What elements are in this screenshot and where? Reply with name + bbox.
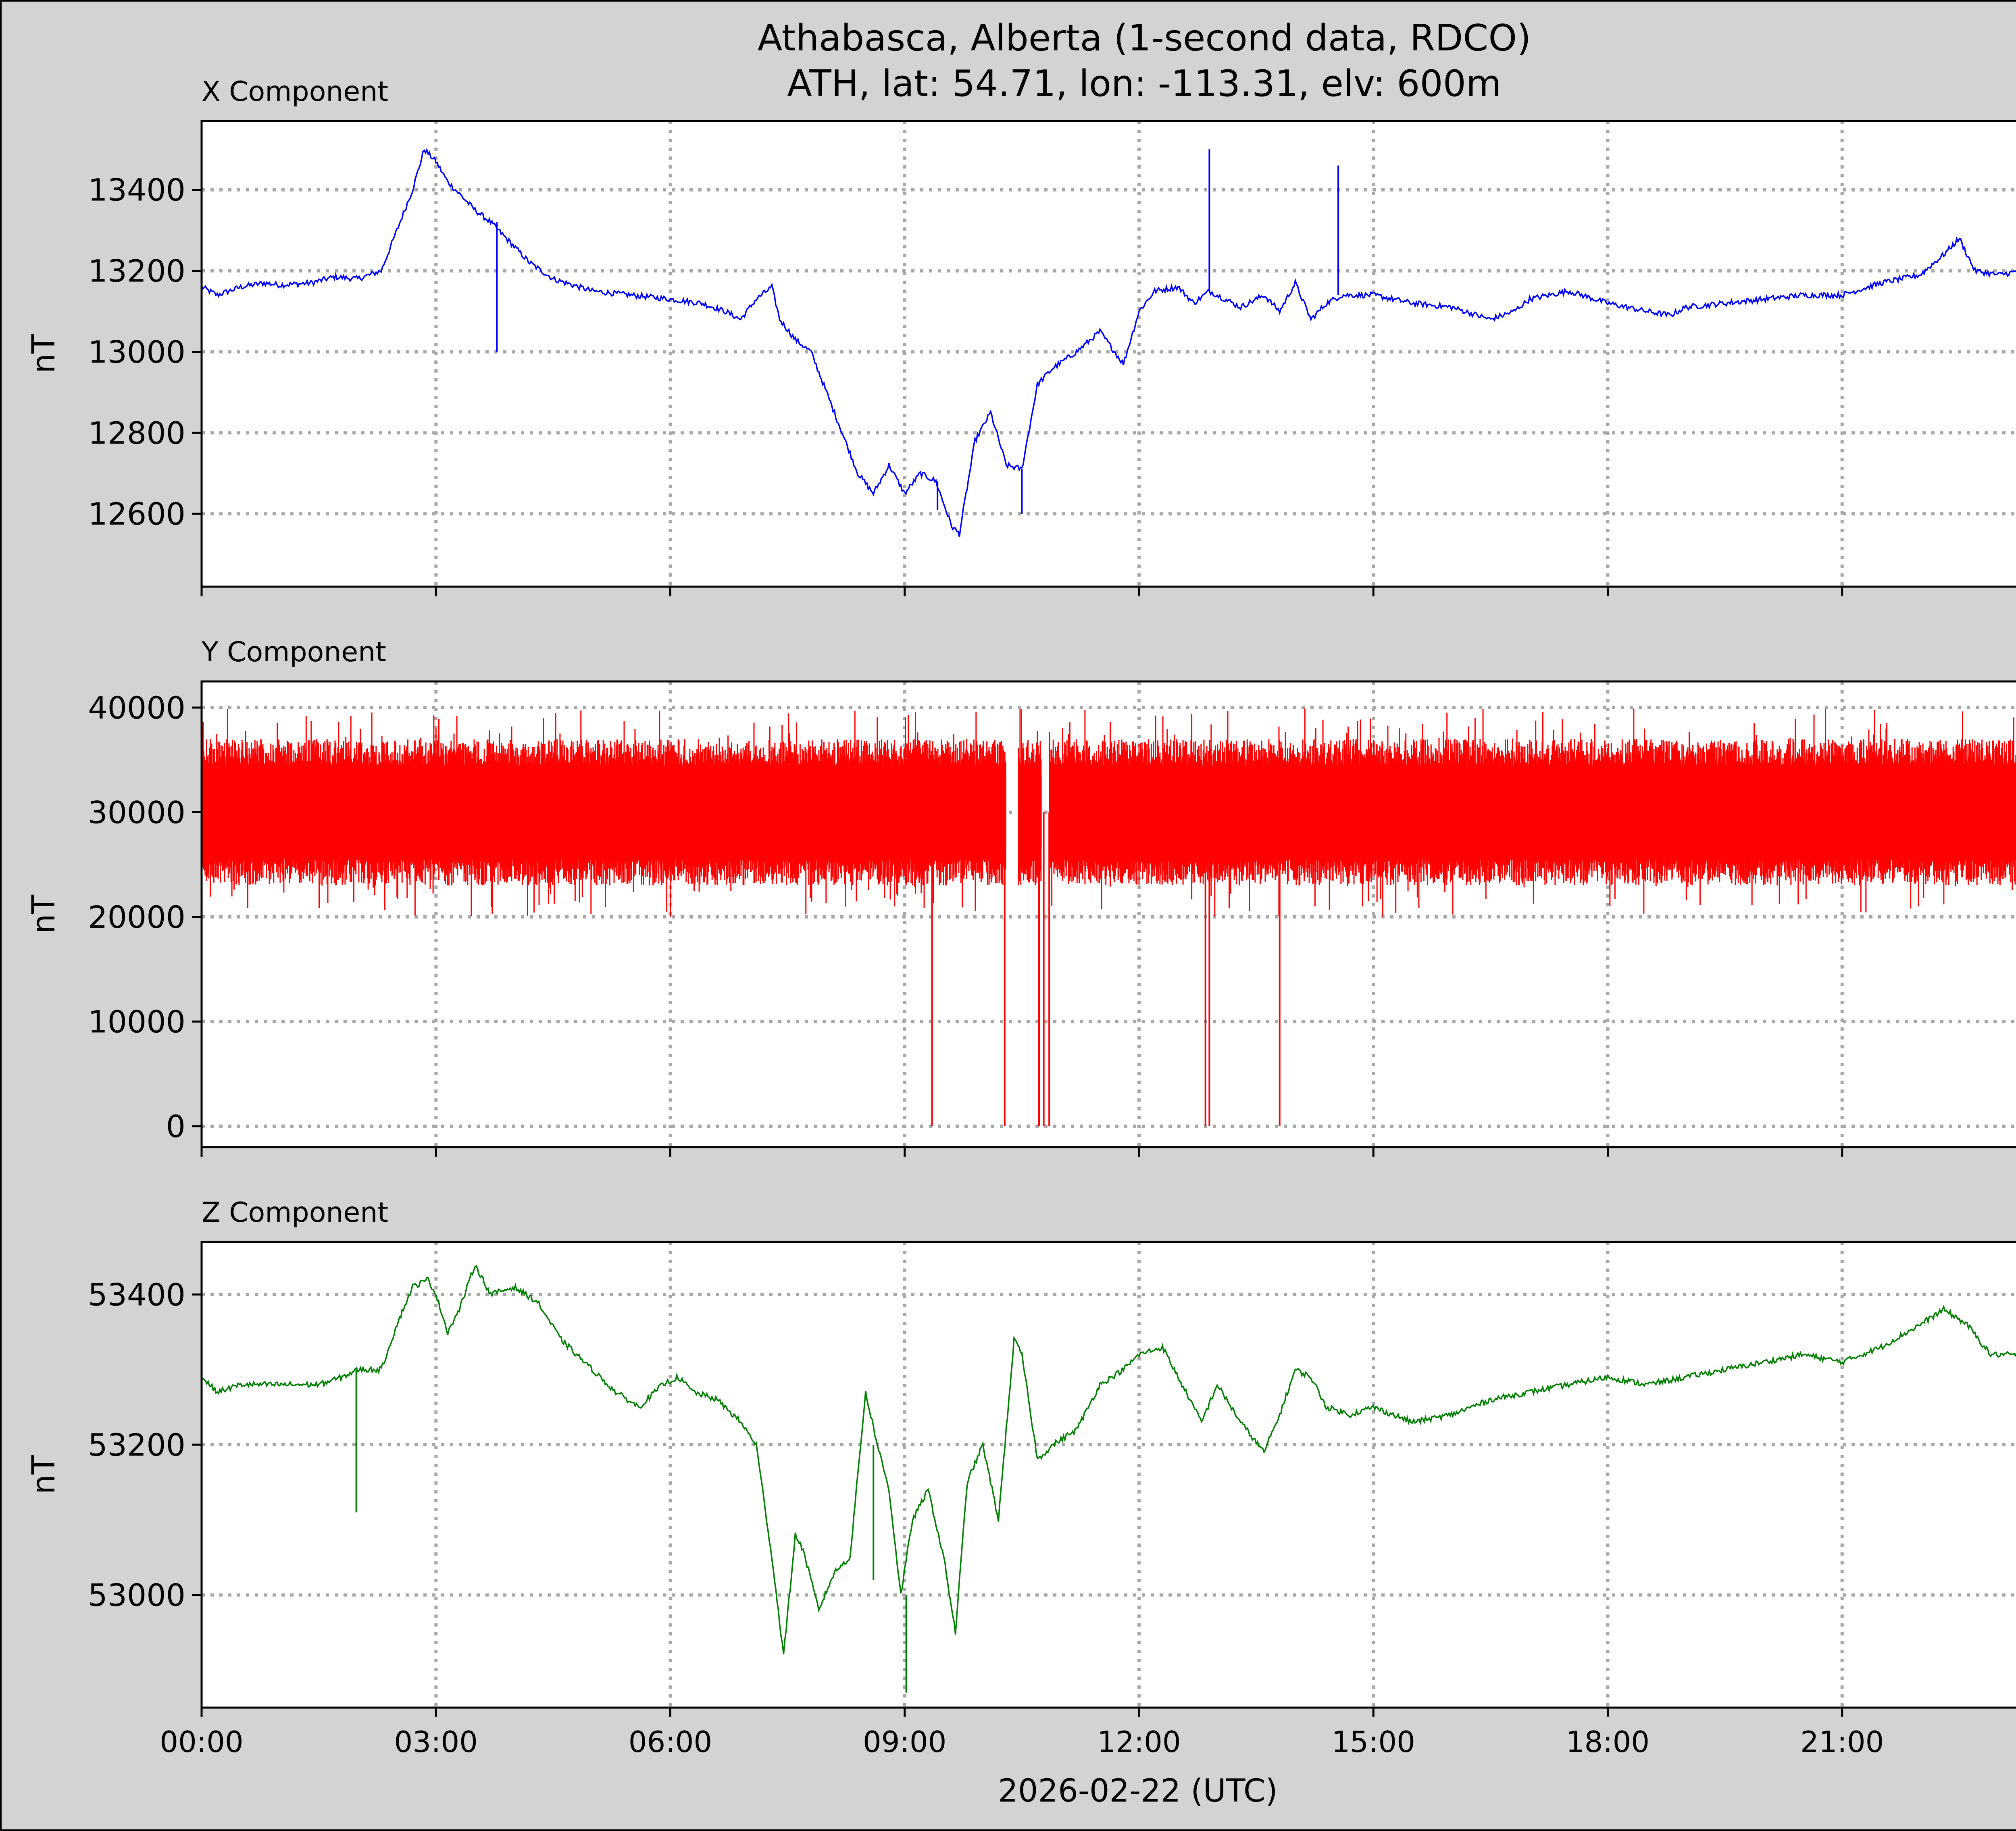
data-band-core xyxy=(202,775,1006,849)
panel-title: Z Component xyxy=(202,1197,388,1229)
data-band-core xyxy=(1050,775,2016,849)
plot-frame xyxy=(200,120,2016,588)
x-tick-label: 15:00 xyxy=(1332,1725,1416,1759)
y-axis-label: nT xyxy=(26,895,62,934)
y-tick-label: 30000 xyxy=(88,794,185,830)
panel-title: Y Component xyxy=(201,636,386,668)
y-tick-label: 20000 xyxy=(88,899,185,935)
chart-panel-1: 12600 12800 13000 13200 13400 X Component nT xyxy=(26,76,2016,596)
series-trace xyxy=(201,1265,2016,1693)
y-tick-label: 53200 xyxy=(88,1427,185,1463)
chart-panel-3: 53000 53200 53400 Z Component nT 00:00 03:00 06… xyxy=(26,1197,2016,1759)
x-axis-label: 2026-02-22 (UTC) xyxy=(998,1773,1278,1809)
plot-area xyxy=(202,121,2016,587)
y-tick-label: 12600 xyxy=(88,496,185,532)
data-line xyxy=(201,1265,2016,1654)
series-trace xyxy=(201,148,2016,537)
x-tick-label: 09:00 xyxy=(863,1725,947,1759)
x-tick-label: 12:00 xyxy=(1097,1725,1181,1759)
x-tick-label: 06:00 xyxy=(629,1725,712,1759)
y-tick-label: 53000 xyxy=(88,1577,185,1613)
x-tick-label: 18:00 xyxy=(1566,1725,1650,1759)
figure-title-line1: Athabasca, Alberta (1-second data, RDCO) xyxy=(758,17,1531,59)
chart-panel-2: 0 10000 20000 30000 40000 Y Component nT xyxy=(26,636,2016,1157)
y-axis-label: nT xyxy=(26,334,62,373)
y-tick-label: 0 xyxy=(166,1108,185,1144)
y-tick-label: 40000 xyxy=(88,690,185,726)
y-tick-label: 13000 xyxy=(88,334,185,370)
y-tick-label: 12800 xyxy=(88,415,185,451)
data-band-core xyxy=(1018,775,1042,849)
panel-title: X Component xyxy=(202,76,388,108)
series-trace xyxy=(201,708,2016,1127)
plot-frame xyxy=(200,680,2016,1148)
y-axis-label: nT xyxy=(26,1455,62,1494)
y-tick-label: 10000 xyxy=(88,1004,185,1040)
y-tick-label: 53400 xyxy=(88,1277,185,1312)
plot-area xyxy=(202,1242,2016,1708)
data-line xyxy=(201,148,2016,537)
figure-title-line2: ATH, lat: 54.71, lon: -113.31, elv: 600m xyxy=(787,62,1501,105)
y-tick-label: 13200 xyxy=(88,253,185,289)
x-tick-label: 00:00 xyxy=(160,1725,244,1759)
x-tick-label: 21:00 xyxy=(1800,1725,1884,1759)
x-tick-label: 03:00 xyxy=(394,1725,478,1759)
y-tick-label: 13400 xyxy=(88,172,185,208)
plot-frame xyxy=(200,1241,2016,1709)
